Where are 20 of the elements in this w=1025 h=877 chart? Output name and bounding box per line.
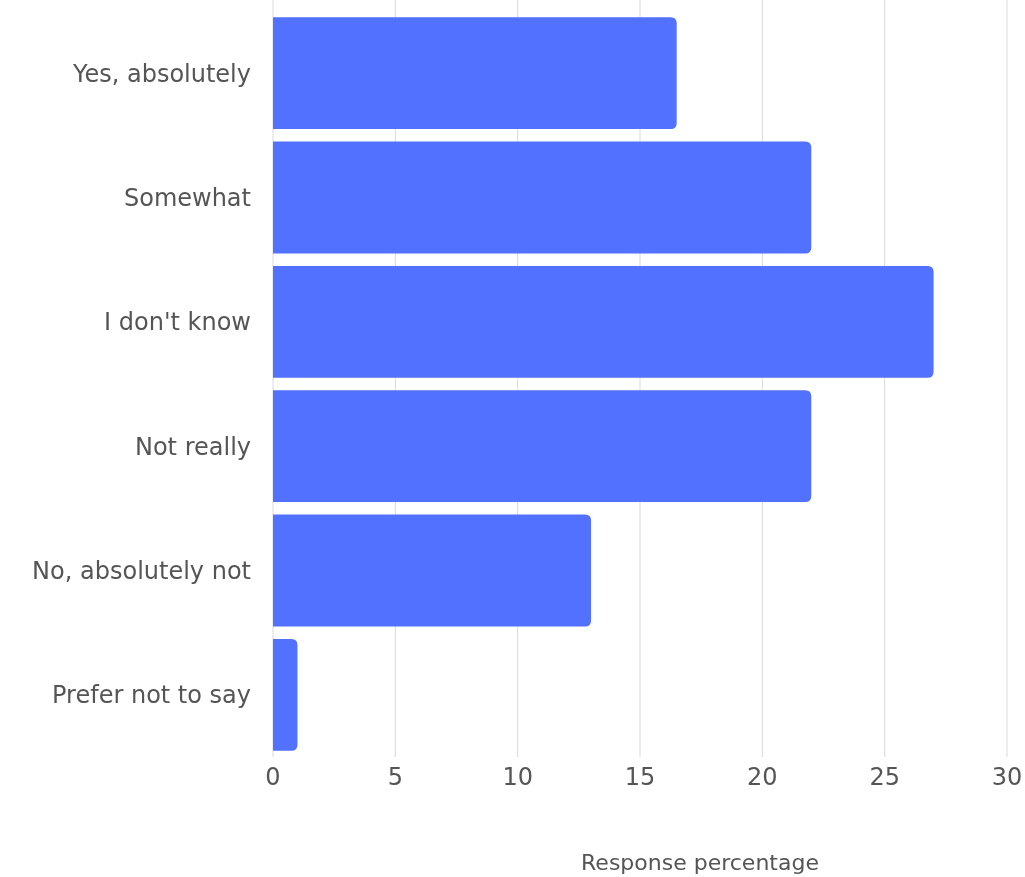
y-tick-label: Prefer not to say	[52, 681, 251, 710]
y-tick-label: Not really	[134, 432, 251, 461]
y-tick-label: Yes, absolutely	[71, 59, 251, 88]
x-tick-label: 0	[265, 763, 281, 791]
y-tick-label: No, absolutely not	[32, 556, 251, 585]
x-tick-label: 15	[624, 763, 656, 791]
bar	[273, 17, 677, 130]
x-tick-label: 25	[869, 763, 900, 791]
bar	[273, 390, 812, 503]
x-tick-label: 20	[747, 763, 778, 791]
x-tick-label: 5	[387, 763, 403, 791]
x-tick-label: 30	[991, 763, 1023, 791]
bar	[273, 638, 298, 751]
bar	[273, 514, 592, 627]
y-tick-label: I don't know	[104, 308, 251, 337]
x-axis-title: Response percentage	[581, 850, 819, 875]
y-tick-label: Somewhat	[123, 183, 251, 212]
bar	[273, 265, 934, 378]
bar	[273, 141, 812, 254]
x-tick-label: 10	[502, 763, 533, 791]
